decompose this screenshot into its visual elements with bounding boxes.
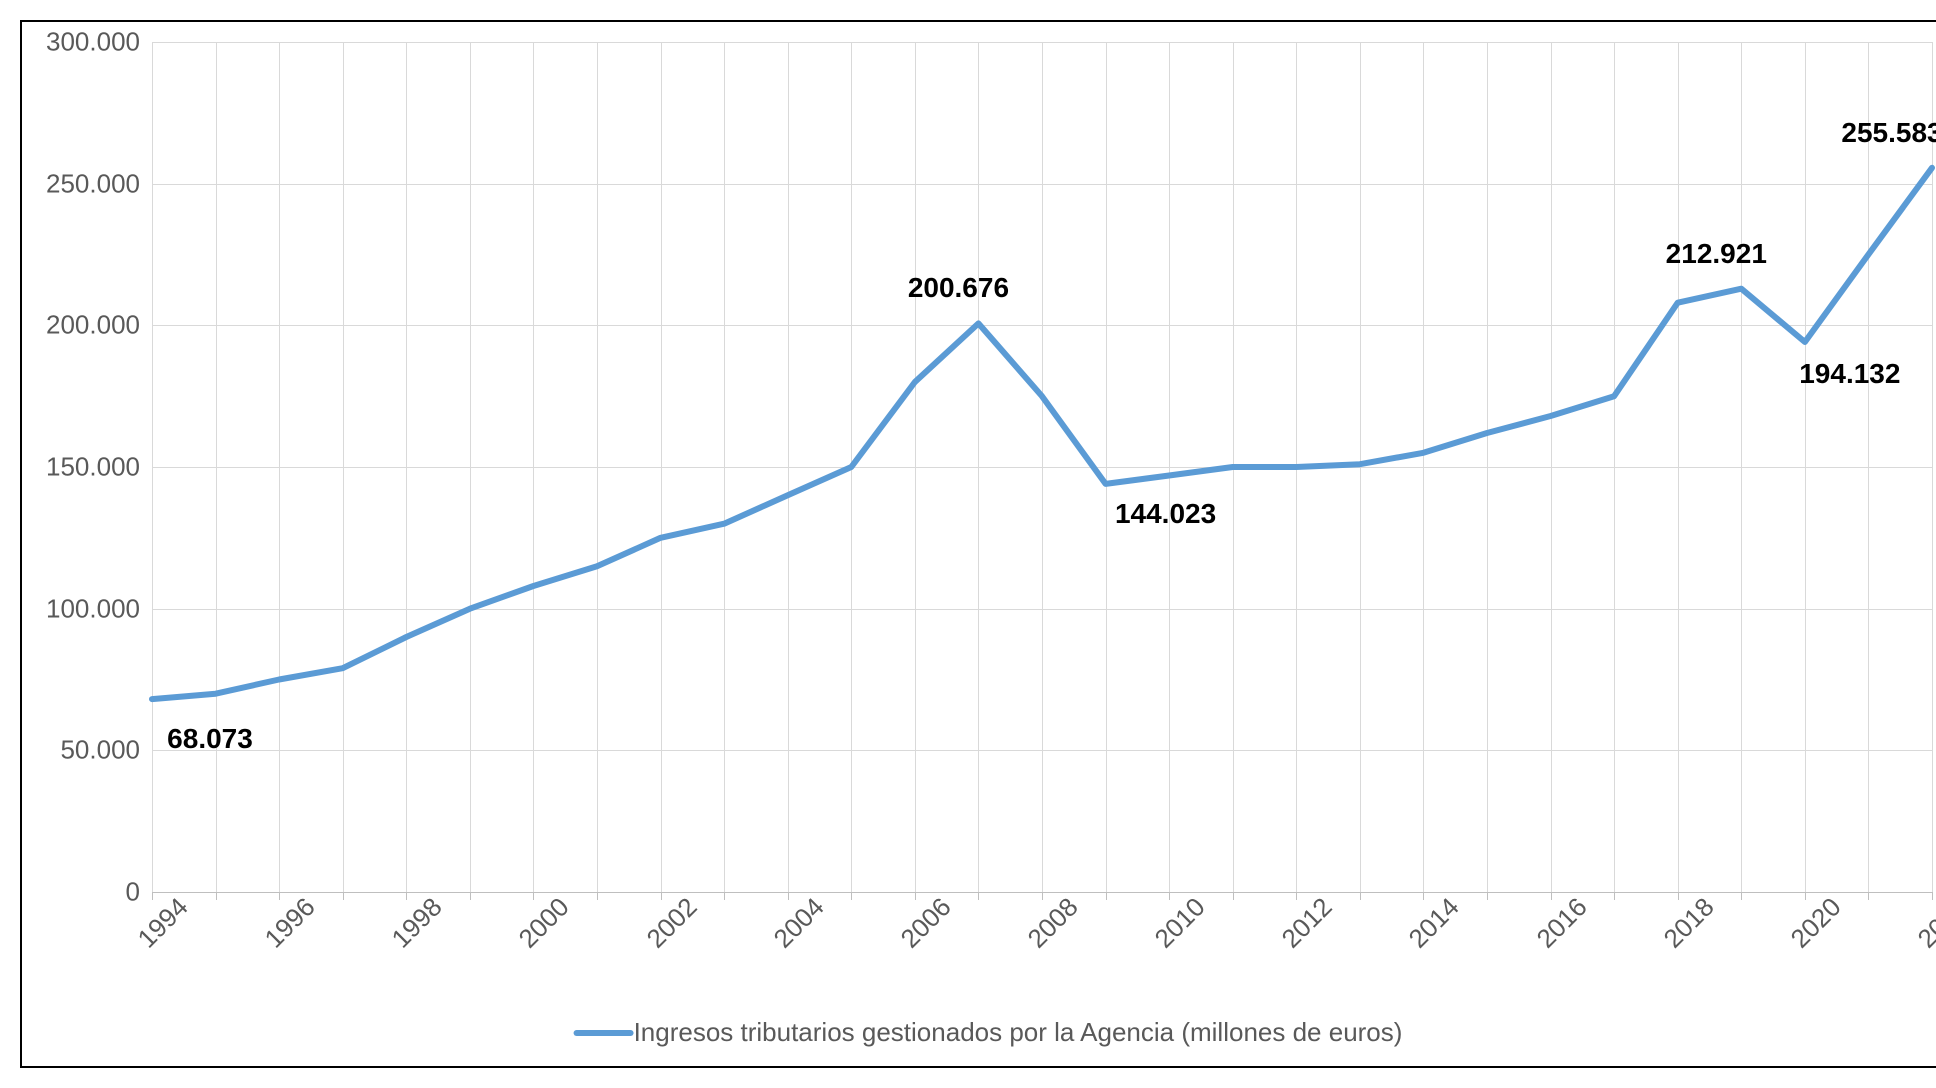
legend: Ingresos tributarios gestionados por la …	[574, 1017, 1403, 1048]
x-axis-tick-mark	[788, 892, 789, 900]
x-axis-tick-mark	[1932, 892, 1933, 900]
x-axis-tick-label: 2022	[1912, 892, 1936, 955]
x-axis-tick-label: 2020	[1784, 892, 1847, 955]
x-axis-tick-mark	[1741, 892, 1742, 900]
x-axis-tick-mark	[279, 892, 280, 900]
x-axis-tick-mark	[661, 892, 662, 900]
chart-container: 0 50.000 100.000 150.000 200.000 250.000 300.0…	[20, 20, 1936, 1068]
x-axis-tick-mark	[597, 892, 598, 900]
x-axis-tick-label: 2014	[1403, 892, 1466, 955]
x-axis-tick-label: 2018	[1657, 892, 1720, 955]
x-axis-tick-mark	[1106, 892, 1107, 900]
x-axis-tick-label: 2010	[1149, 892, 1212, 955]
x-axis-tick-label: 2008	[1022, 892, 1085, 955]
x-axis-tick-mark	[1296, 892, 1297, 900]
x-axis-tick-mark	[1042, 892, 1043, 900]
x-axis-tick-mark	[1805, 892, 1806, 900]
x-axis-tick-mark	[1423, 892, 1424, 900]
y-axis-tick-label: 100.000	[46, 593, 140, 624]
x-axis-tick-mark	[1614, 892, 1615, 900]
x-axis-tick-mark	[470, 892, 471, 900]
x-axis-tick-label: 2006	[894, 892, 957, 955]
x-axis-tick-mark	[1868, 892, 1869, 900]
data-point-label: 255.583	[1841, 117, 1936, 149]
y-axis-tick-label: 0	[126, 877, 140, 908]
x-axis-line	[152, 892, 1932, 893]
x-axis-tick-label: 2016	[1530, 892, 1593, 955]
legend-line-swatch	[574, 1030, 634, 1036]
x-axis-tick-mark	[724, 892, 725, 900]
x-axis-tick-mark	[1169, 892, 1170, 900]
x-axis-tick-mark	[152, 892, 153, 900]
x-axis-tick-mark	[915, 892, 916, 900]
y-axis-tick-label: 250.000	[46, 168, 140, 199]
legend-label: Ingresos tributarios gestionados por la …	[634, 1017, 1403, 1048]
x-axis-tick-label: 1996	[259, 892, 322, 955]
x-axis-tick-mark	[343, 892, 344, 900]
y-axis-tick-label: 200.000	[46, 310, 140, 341]
x-axis-tick-mark	[1487, 892, 1488, 900]
data-point-label: 68.073	[167, 723, 253, 755]
y-axis-tick-label: 50.000	[60, 735, 140, 766]
x-axis-tick-mark	[1233, 892, 1234, 900]
data-point-label: 194.132	[1799, 358, 1900, 390]
x-axis-tick-label: 2000	[513, 892, 576, 955]
x-axis-tick-label: 1994	[132, 892, 195, 955]
x-axis-tick-label: 2002	[640, 892, 703, 955]
data-point-label: 200.676	[908, 272, 1009, 304]
x-axis-tick-mark	[1551, 892, 1552, 900]
data-point-label: 144.023	[1115, 498, 1216, 530]
x-axis-tick-mark	[851, 892, 852, 900]
x-axis-tick-label: 1998	[386, 892, 449, 955]
x-axis-tick-mark	[978, 892, 979, 900]
x-axis-tick-mark	[406, 892, 407, 900]
x-axis-tick-label: 2012	[1276, 892, 1339, 955]
x-axis-tick-mark	[216, 892, 217, 900]
y-axis-tick-label: 300.000	[46, 27, 140, 58]
line-series-svg	[152, 42, 1932, 892]
x-axis-tick-mark	[1678, 892, 1679, 900]
y-axis-tick-label: 150.000	[46, 452, 140, 483]
x-axis-tick-mark	[533, 892, 534, 900]
data-point-label: 212.921	[1666, 238, 1767, 270]
x-axis-tick-label: 2004	[767, 892, 830, 955]
plot-area: 050.000100.000150.000200.000250.000300.0…	[152, 42, 1932, 892]
x-axis-tick-mark	[1360, 892, 1361, 900]
